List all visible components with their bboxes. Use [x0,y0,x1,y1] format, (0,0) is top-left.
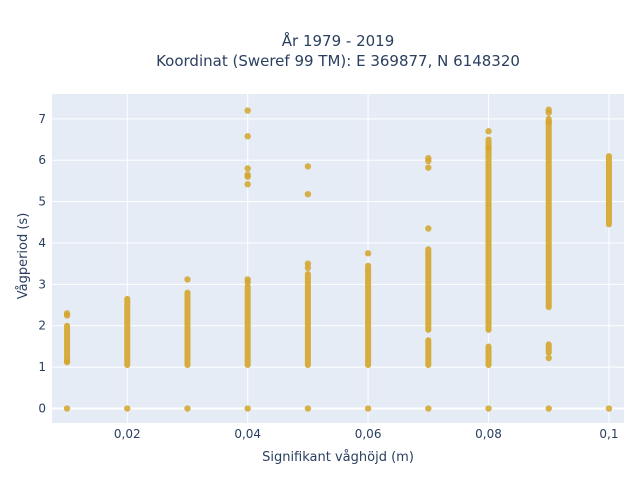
data-point [545,106,552,113]
data-point [425,164,432,171]
data-point [184,405,191,412]
data-point [425,154,432,162]
dense-point-cluster [545,341,552,356]
chart-title-line-2: Koordinat (Sweref 99 TM): E 369877, N 61… [156,52,520,70]
y-axis-title: Vågperiod (s) [16,213,31,300]
data-point [485,144,492,151]
data-point [244,133,251,140]
data-point [425,405,432,412]
data-point [304,260,312,267]
data-point [63,405,71,412]
dense-point-cluster [64,322,71,364]
dense-point-cluster [545,115,552,311]
x-tick-label: 0,08 [475,427,502,441]
dense-point-cluster [365,262,372,369]
chart-title-line-1: År 1979 - 2019 [282,31,395,50]
data-point [485,128,492,135]
dense-point-cluster [425,246,432,333]
data-point [244,181,251,188]
dense-point-cluster [485,343,492,369]
data-point [244,171,251,178]
y-tick-label: 7 [38,112,46,126]
data-point [184,276,191,283]
data-point [304,163,312,170]
x-tick-label: 0,02 [114,427,141,441]
y-tick-label: 6 [38,153,46,167]
data-point [364,250,372,257]
x-axis-title: Signifikant våghöjd (m) [262,450,414,465]
dense-point-cluster [425,337,432,369]
y-tick-label: 3 [38,277,46,291]
data-point [545,405,552,412]
grid-lines [52,94,624,423]
x-tick-label: 0,1 [599,427,618,441]
data-point [63,358,71,366]
dense-point-cluster [184,289,191,369]
data-point [63,310,71,317]
x-tick-label: 0,06 [355,427,382,441]
data-point [244,405,251,412]
dense-point-cluster [605,153,612,228]
data-point [545,354,552,362]
y-tick-label: 1 [38,360,46,374]
dense-point-cluster [304,271,311,369]
data-point [364,405,372,412]
data-point [425,225,432,232]
y-tick-label: 5 [38,195,46,209]
dense-point-cluster [244,283,251,369]
data-point [304,190,312,198]
y-tick-label: 4 [38,236,46,250]
x-tick-label: 0,04 [234,427,261,441]
y-tick-label: 2 [38,319,46,333]
data-point [244,276,251,283]
dense-point-cluster [124,295,131,369]
data-point [485,405,492,412]
dense-point-cluster [485,136,492,333]
data-point [244,107,251,114]
data-point [304,405,312,412]
data-point [244,165,251,172]
plot-area [52,94,624,423]
data-point [605,405,613,412]
data-point [545,118,552,126]
x-axis-ticks: 0,02 0,04 0,06 0,08 0,1 [114,427,619,441]
data-point [124,405,131,412]
data-points [63,106,613,412]
y-tick-label: 0 [38,402,46,416]
y-axis-ticks: 0 1 2 3 4 5 6 7 [38,112,46,416]
